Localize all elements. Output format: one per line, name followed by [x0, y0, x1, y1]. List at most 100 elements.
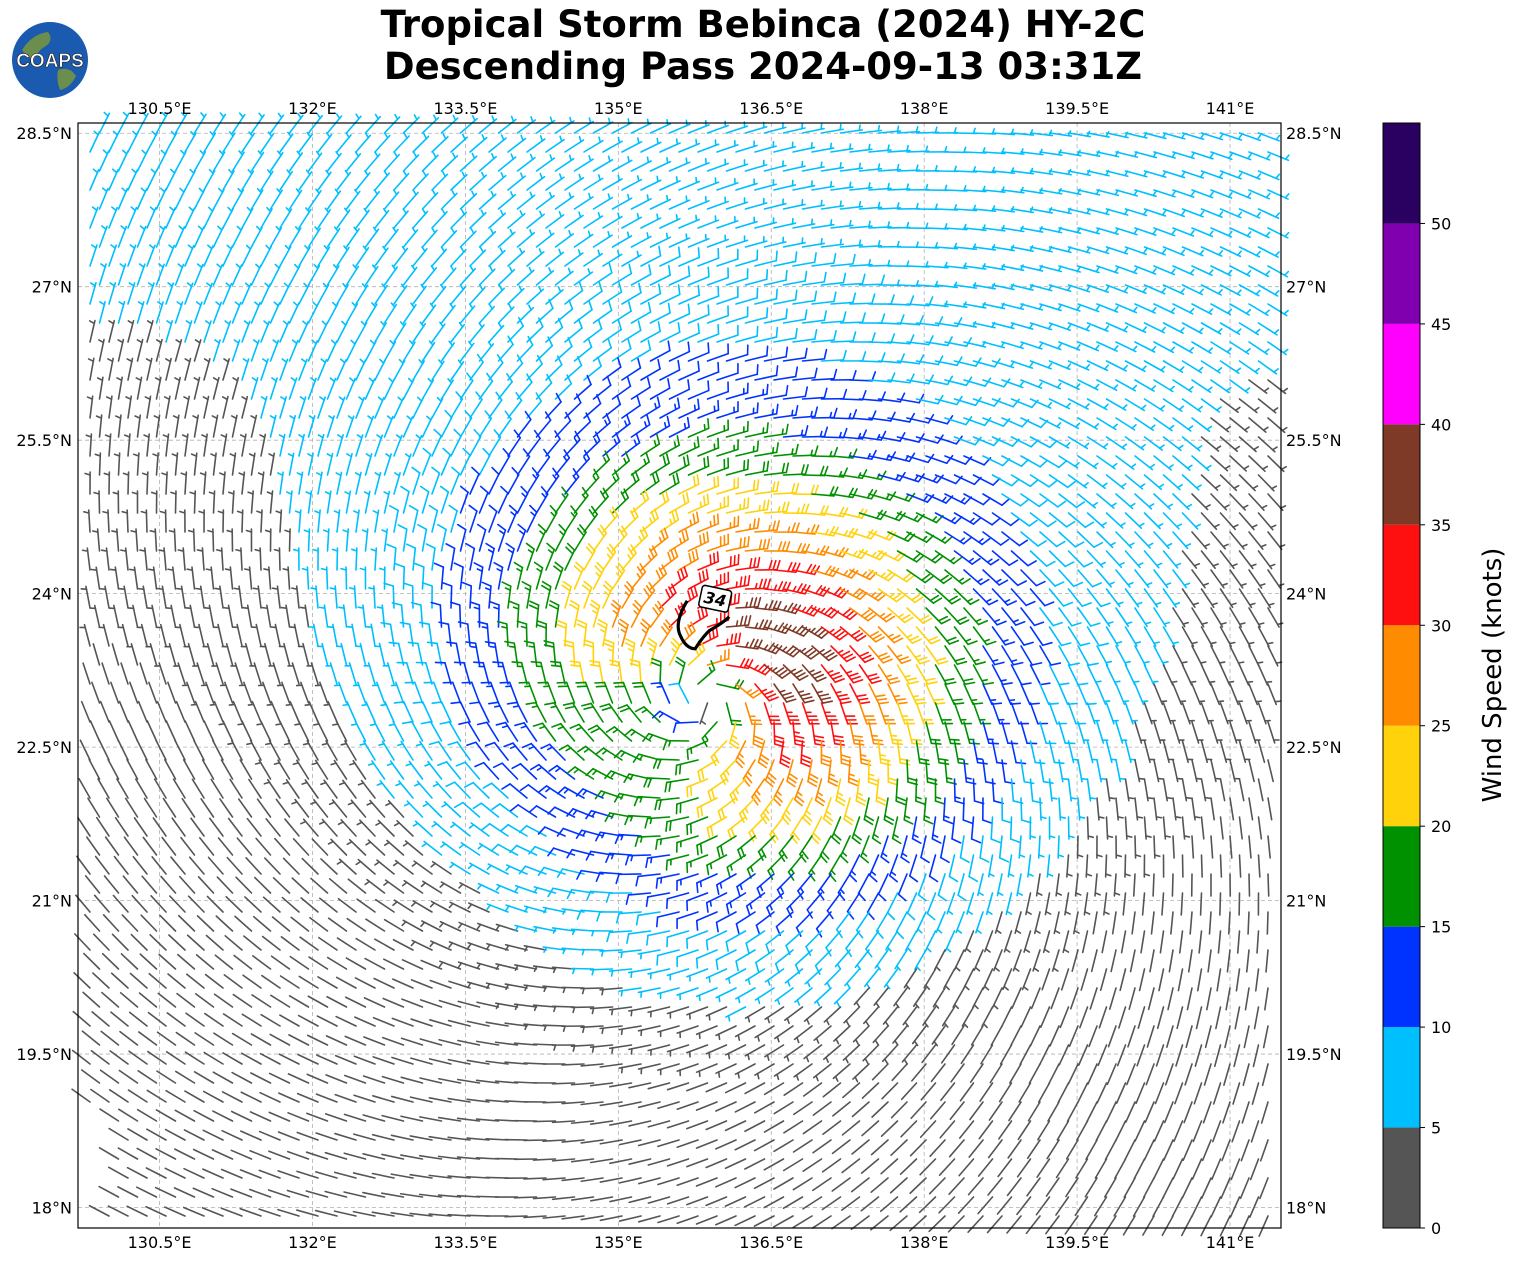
wind-barb	[469, 284, 486, 305]
wind-barb	[569, 599, 580, 628]
wind-barb	[1140, 930, 1146, 954]
wind-barb	[1107, 1025, 1117, 1048]
wind-barb	[735, 325, 759, 343]
wind-barb	[346, 838, 367, 856]
wind-barb	[210, 452, 217, 476]
wind-barb	[812, 1101, 832, 1116]
wind-barb	[908, 854, 919, 883]
wind-barb	[378, 740, 395, 761]
wind-barb	[1096, 797, 1105, 821]
wind-barb	[1191, 341, 1213, 354]
wind-barb	[725, 235, 749, 248]
wind-barb	[514, 884, 538, 894]
wind-barb	[1001, 455, 1030, 468]
wind-barb	[599, 1139, 623, 1145]
wind-barb	[1039, 797, 1047, 821]
lat-tick-label-left: 18°N	[32, 1199, 72, 1218]
wind-barb	[355, 132, 372, 153]
wind-barb	[410, 1018, 433, 1027]
wind-barb	[1181, 550, 1201, 569]
wind-barb	[1039, 379, 1062, 390]
wind-barb	[305, 1190, 329, 1198]
wind-barb	[1172, 189, 1195, 198]
wind-barb	[953, 949, 965, 972]
wind-barb	[320, 566, 329, 590]
wind-barb	[564, 542, 576, 571]
wind-barb	[1267, 455, 1287, 473]
wind-barb	[545, 467, 560, 495]
wind-barb	[1105, 360, 1128, 372]
wind-barb	[459, 303, 476, 324]
wind-barb	[364, 957, 386, 970]
wind-barb	[982, 378, 1011, 388]
wind-barb	[127, 319, 135, 343]
wind-barb	[492, 661, 509, 685]
wind-barb	[1048, 398, 1071, 410]
wind-barb	[488, 172, 507, 191]
wind-barb	[148, 681, 158, 704]
wind-barb	[611, 562, 626, 590]
wind-barb	[404, 681, 424, 704]
wind-barb	[1229, 607, 1246, 628]
wind-barb	[724, 1120, 747, 1132]
wind-barb	[178, 875, 196, 894]
wind-barb	[676, 1177, 699, 1187]
wind-barb	[734, 1177, 756, 1189]
wind-barb	[920, 1082, 937, 1101]
wind-barb	[668, 637, 681, 666]
wind-barb	[959, 1082, 975, 1102]
wind-barb	[640, 618, 651, 647]
wind-barb	[831, 1139, 851, 1155]
wind-barb	[659, 138, 681, 153]
wind-barb	[970, 816, 982, 844]
wind-barb	[877, 626, 904, 644]
wind-barb	[1240, 1139, 1250, 1162]
wind-barb	[773, 1101, 794, 1115]
wind-barb	[153, 778, 167, 799]
wind-barb	[249, 662, 262, 685]
wind-barb	[1153, 379, 1175, 393]
wind-barb	[906, 374, 934, 385]
wind-barb	[1077, 721, 1090, 744]
wind-barb	[1098, 1006, 1108, 1029]
wind-barb	[108, 168, 119, 191]
wind-barb	[127, 244, 137, 267]
wind-barb	[665, 854, 690, 871]
wind-barb	[212, 225, 224, 248]
wind-barb	[968, 1139, 984, 1158]
wind-barb	[299, 604, 310, 628]
wind-barb	[176, 585, 186, 609]
wind-barb	[241, 395, 249, 419]
wind-barb	[126, 643, 139, 666]
wind-barb	[1065, 1177, 1079, 1198]
wind-barb	[505, 542, 515, 571]
wind-barb	[440, 409, 453, 438]
wind-barb	[383, 113, 401, 134]
wind-barb	[611, 301, 632, 324]
wind-barb	[668, 529, 689, 552]
wind-barb	[292, 759, 310, 780]
wind-barb	[757, 835, 775, 861]
wind-barb	[1153, 569, 1172, 589]
wind-barb	[757, 740, 770, 769]
wind-barb	[361, 528, 369, 552]
wind-barb	[136, 187, 148, 210]
wind-barb	[1124, 284, 1148, 295]
wind-barb	[1124, 360, 1147, 373]
wind-barb	[469, 134, 488, 153]
wind-barb	[1229, 1196, 1241, 1218]
wind-barb	[417, 524, 428, 552]
wind-barb	[535, 373, 553, 400]
wind-barb	[1210, 721, 1223, 744]
wind-barb	[1023, 930, 1032, 953]
wind-barb	[676, 1139, 699, 1149]
lat-tick-label-right: 24°N	[1286, 585, 1326, 604]
wind-barb	[1219, 284, 1242, 297]
wind-barb	[526, 504, 538, 533]
wind-barb	[802, 1158, 823, 1172]
wind-barb	[497, 448, 511, 476]
wind-barb	[1229, 265, 1252, 277]
wind-barb	[858, 626, 885, 643]
wind-barb	[241, 358, 250, 381]
wind-barb	[909, 1139, 927, 1157]
